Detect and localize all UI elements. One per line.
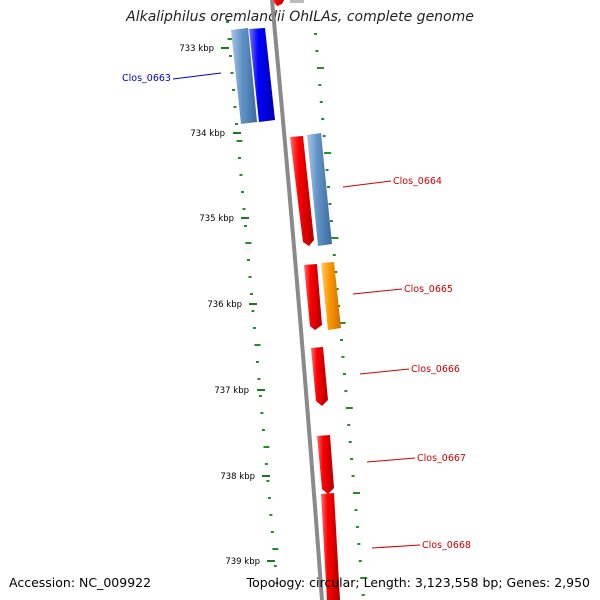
leader-clos-0665 [352,288,403,295]
accession-text: Accession: NC_009922 [9,575,152,590]
gene-label-clos-0663[interactable]: Clos_0663 [122,73,171,84]
gene-partial-top-red [272,0,284,6]
kbp-label-734: 734 kbp [190,129,225,139]
gene-label-clos-0666[interactable]: Clos_0666 [411,364,460,375]
kbp-label-735: 735 kbp [199,214,234,224]
leader-clos-0663 [172,72,222,80]
gene-label-clos-0664[interactable]: Clos_0664 [393,176,442,187]
gene-clos-0665-orange [321,262,341,330]
kbp-label-736: 736 kbp [207,300,242,310]
gene-clos-0664-steel [307,133,332,246]
kbp-label-739: 739 kbp [225,557,260,567]
kbp-label-738: 738 kbp [220,472,255,482]
gene-label-clos-0665[interactable]: Clos_0665 [404,284,453,295]
kbp-label-733: 733 kbp [179,44,214,54]
gene-clos-0664-red [290,136,314,246]
gene-label-clos-0667[interactable]: Clos_0667 [417,453,466,464]
gene-clos-0663-blue [249,28,275,122]
gene-partial-top-gray [290,0,304,3]
backbone-track [270,0,324,600]
kbp-axis: 733 kbp 734 kbp 735 kbp 736 kbp 737 kbp … [179,44,275,567]
gc-skew-ticks [226,21,368,596]
leader-clos-0666 [359,368,410,375]
leader-clos-0667 [366,457,416,463]
map-title: Alkaliphilus oremlandii OhILAs, complete… [126,9,474,25]
gene-clos-0665-red [304,264,322,330]
gene-clos-0668 [321,493,340,600]
gene-clos-0667 [317,435,334,494]
gene-label-clos-0668[interactable]: Clos_0668 [422,540,471,551]
gene-clos-0663-steel [231,28,257,124]
gene-labels: Clos_0663 Clos_0664 Clos_0665 Clos_0666 … [122,72,471,551]
gene-clos-0666 [311,347,328,406]
leader-clos-0664 [342,180,392,188]
summary-text: Topology: circular; Length: 3,123,558 bp… [246,575,590,590]
leader-clos-0668 [371,544,421,549]
kbp-label-737: 737 kbp [214,386,249,396]
